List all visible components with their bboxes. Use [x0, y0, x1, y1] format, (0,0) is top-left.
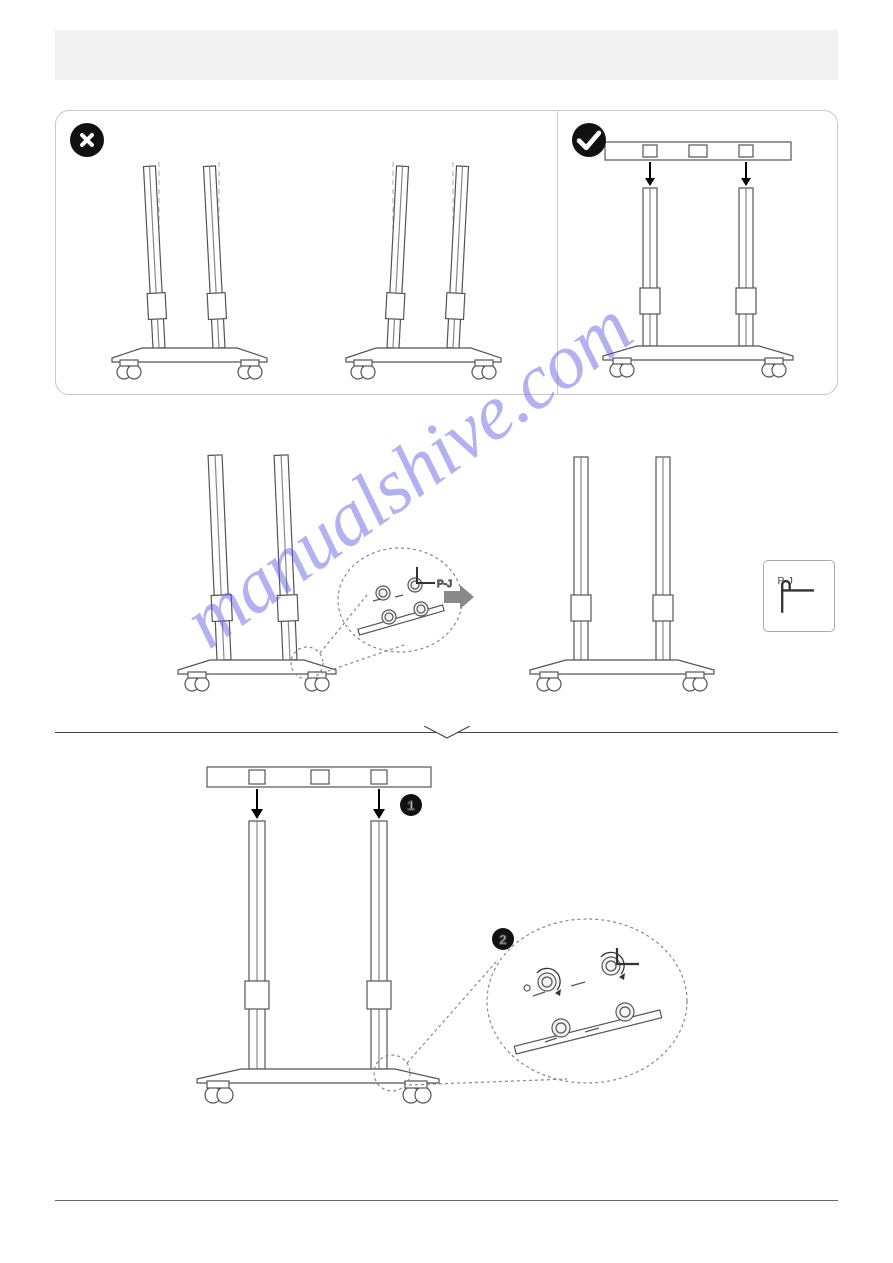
- step-badge-2: 2: [499, 932, 506, 947]
- svg-text:P-J: P-J: [437, 579, 452, 590]
- correct-panel: [557, 111, 837, 394]
- stand-aligned: [522, 445, 722, 705]
- cross-icon: [70, 123, 104, 157]
- wrong-stand-tilt-left: [102, 148, 277, 388]
- wrong-panel: [56, 111, 557, 394]
- step-badge-1: 1: [407, 798, 414, 813]
- step-install-tighten: 1: [55, 751, 838, 1121]
- correct-stand-with-bracket: [593, 138, 803, 388]
- comparison-panel: [55, 110, 838, 395]
- page-header-bar: [55, 30, 838, 80]
- check-icon: [572, 123, 606, 157]
- footer-rule: [55, 1200, 838, 1201]
- step-loosen-row: P-J: [55, 445, 838, 705]
- step-divider: [55, 723, 838, 741]
- stand-with-bolt-detail: P-J: [172, 445, 482, 705]
- wrong-stand-tilt-right: [336, 148, 511, 388]
